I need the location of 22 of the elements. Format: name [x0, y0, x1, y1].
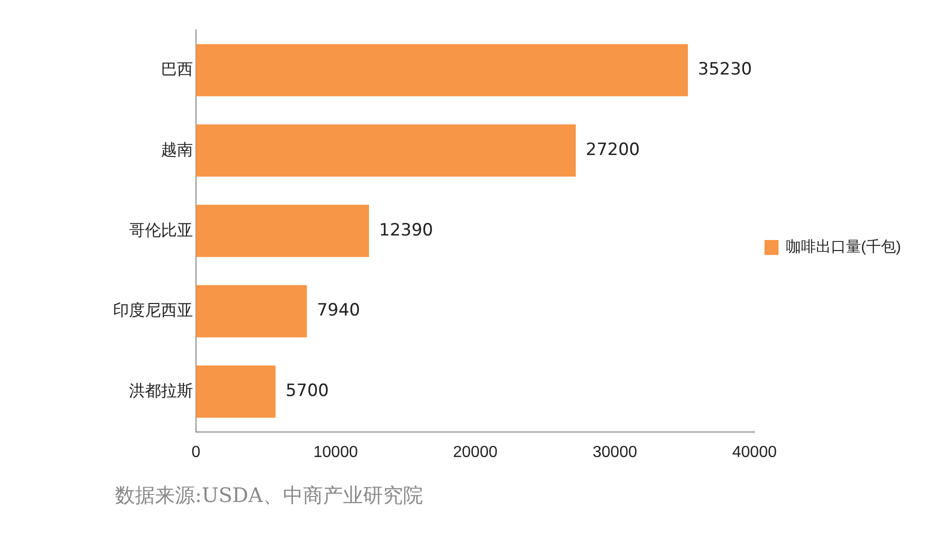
bar — [196, 366, 276, 418]
x-tick-label: 0 — [192, 444, 201, 461]
y-tick-label: 哥伦比亚 — [129, 221, 193, 240]
data-label: 5700 — [286, 381, 329, 402]
x-tick-label: 20000 — [453, 444, 498, 461]
data-label: 27200 — [586, 140, 640, 160]
legend-label: 咖啡出口量(千包) — [786, 238, 902, 256]
y-tick-label: 越南 — [161, 140, 193, 159]
bar — [196, 44, 688, 96]
y-tick-label: 洪都拉斯 — [129, 382, 193, 400]
x-tick-label: 10000 — [313, 444, 358, 461]
data-label: 7940 — [316, 300, 360, 321]
bar — [196, 204, 369, 258]
y-tick-label: 巴西 — [161, 62, 193, 79]
bar — [196, 124, 576, 177]
y-tick-label: 印度尼西亚 — [113, 302, 193, 320]
x-tick-label: 40000 — [732, 444, 777, 461]
x-tick-label: 30000 — [592, 444, 638, 461]
bar — [196, 285, 307, 338]
data-label: 35230 — [698, 60, 752, 80]
source-note: 数据来源:USDA、中商产业研究院 — [115, 482, 423, 509]
data-label: 12390 — [379, 220, 434, 240]
